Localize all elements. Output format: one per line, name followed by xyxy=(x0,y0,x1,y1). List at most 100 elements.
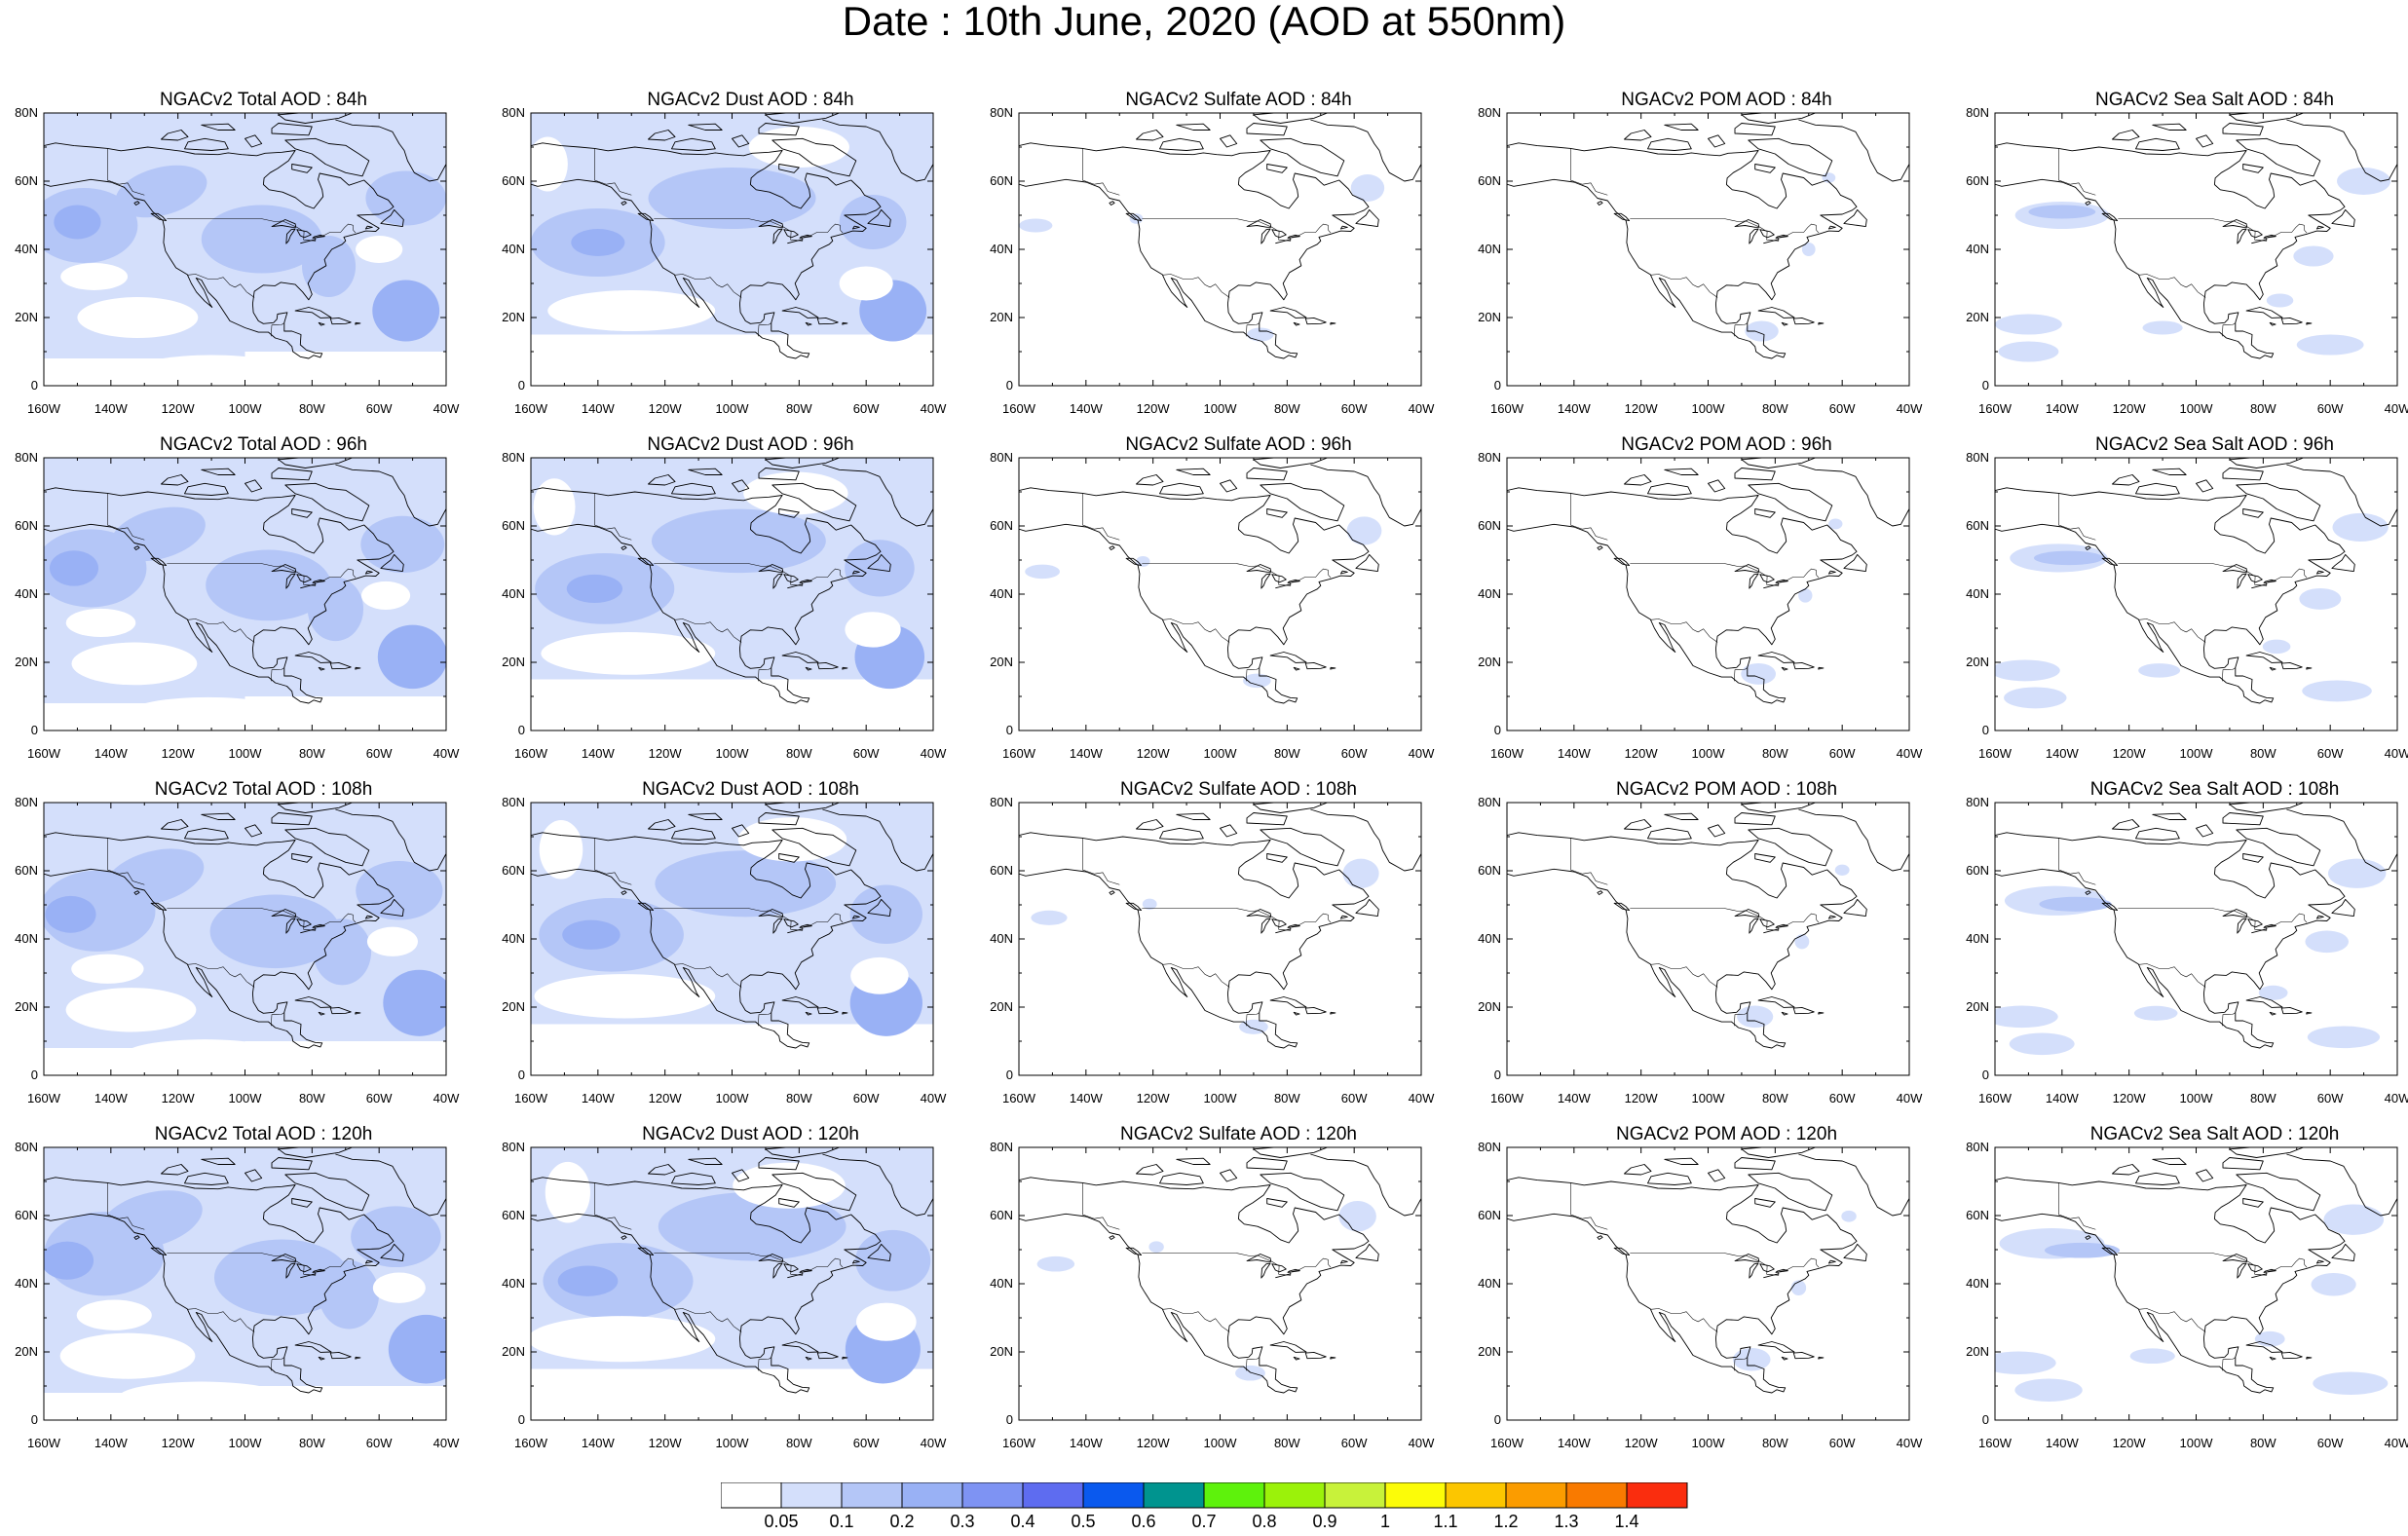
aod-blob xyxy=(2028,206,2095,219)
aod-blob xyxy=(856,1303,917,1341)
x-tick-label: 120W xyxy=(162,401,196,416)
aod-blob xyxy=(2004,687,2066,708)
panel-title: NGACv2 Sulfate AOD : 108h xyxy=(1036,779,1441,801)
x-tick-label: 160W xyxy=(514,1091,548,1105)
aod-blob xyxy=(2034,551,2104,566)
x-tick-label: 60W xyxy=(2317,1091,2344,1105)
x-tick-label: 40W xyxy=(2385,746,2408,761)
colorbar-swatch xyxy=(721,1482,781,1508)
x-tick-label: 120W xyxy=(1625,401,1659,416)
panel-title: NGACv2 Sea Salt AOD : 120h xyxy=(2013,1124,2408,1145)
aod-blob xyxy=(594,1374,782,1420)
aod-blob xyxy=(1841,1211,1856,1222)
x-tick-label: 100W xyxy=(2180,1436,2214,1450)
x-tick-label: 160W xyxy=(27,1091,61,1105)
aod-blob xyxy=(534,478,576,535)
x-tick-label: 160W xyxy=(1002,746,1036,761)
map-background xyxy=(1019,113,1421,386)
y-tick-label: 80N xyxy=(990,795,1013,809)
aod-blob xyxy=(46,896,96,933)
aod-blob xyxy=(655,850,836,917)
x-tick-label: 120W xyxy=(2113,1091,2147,1105)
y-tick-label: 40N xyxy=(1478,1276,1501,1291)
map-background xyxy=(1019,803,1421,1075)
x-tick-label: 160W xyxy=(27,1436,61,1450)
x-tick-label: 140W xyxy=(1070,1091,1104,1105)
y-tick-label: 40N xyxy=(502,242,525,256)
x-tick-label: 40W xyxy=(1409,1091,1435,1105)
aod-blob xyxy=(2134,1006,2178,1021)
aod-blob xyxy=(383,970,455,1036)
x-tick-label: 140W xyxy=(2046,746,2080,761)
x-tick-label: 100W xyxy=(1204,1436,1238,1450)
y-tick-label: 20N xyxy=(1478,999,1501,1014)
y-tick-label: 20N xyxy=(1966,655,1989,669)
map-plot-area xyxy=(993,1141,1494,1420)
colorbar-swatch xyxy=(902,1482,962,1508)
map-plot-area xyxy=(18,106,519,386)
aod-blob xyxy=(2308,1026,2380,1048)
y-tick-label: 20N xyxy=(1966,999,1989,1014)
aod-blob xyxy=(738,817,847,861)
aod-blob xyxy=(1985,1005,2057,1028)
aod-blob xyxy=(541,632,715,675)
y-tick-label: 60N xyxy=(1478,173,1501,188)
x-tick-label: 80W xyxy=(1762,1436,1788,1450)
aod-blob xyxy=(1347,516,1382,544)
y-tick-label: 40N xyxy=(15,1276,38,1291)
x-tick-label: 60W xyxy=(2317,401,2344,416)
y-tick-label: 60N xyxy=(1478,1208,1501,1222)
x-tick-label: 100W xyxy=(1692,746,1726,761)
panel-title: NGACv2 Sulfate AOD : 96h xyxy=(1036,434,1441,456)
aod-blob xyxy=(389,1315,464,1384)
colorbar-label: 0.6 xyxy=(1131,1512,1155,1531)
panel-title: NGACv2 Sulfate AOD : 84h xyxy=(1036,90,1441,111)
x-tick-label: 80W xyxy=(786,1091,812,1105)
aod-blob xyxy=(2010,1032,2075,1055)
colorbar-swatch xyxy=(1264,1482,1325,1508)
map-plot-area xyxy=(1969,451,2408,731)
y-tick-label: 60N xyxy=(990,863,1013,878)
y-tick-label: 80N xyxy=(15,450,38,465)
colorbar-label: 0.1 xyxy=(829,1512,853,1531)
x-tick-label: 140W xyxy=(1070,746,1104,761)
x-tick-label: 100W xyxy=(716,746,750,761)
x-tick-label: 40W xyxy=(433,1091,460,1105)
panel-title: NGACv2 Dust AOD : 108h xyxy=(548,779,953,801)
x-tick-label: 80W xyxy=(786,746,812,761)
colorbar-label: 0.4 xyxy=(1010,1512,1035,1531)
x-tick-label: 160W xyxy=(1490,401,1524,416)
y-tick-label: 0 xyxy=(1006,1412,1013,1427)
y-tick-label: 40N xyxy=(1966,1276,1989,1291)
y-tick-label: 0 xyxy=(31,1412,38,1427)
x-tick-label: 100W xyxy=(1204,401,1238,416)
y-tick-label: 40N xyxy=(990,242,1013,256)
x-tick-label: 160W xyxy=(514,746,548,761)
map-plot-area xyxy=(1969,796,2408,1075)
y-tick-label: 80N xyxy=(15,105,38,120)
y-tick-label: 60N xyxy=(1966,863,1989,878)
y-tick-label: 20N xyxy=(1478,1344,1501,1359)
aod-field xyxy=(40,803,456,1068)
x-tick-label: 100W xyxy=(229,746,263,761)
map-plot-area xyxy=(18,451,519,731)
colorbar-swatch xyxy=(1627,1482,1687,1508)
map-plot-area xyxy=(993,451,1494,731)
x-tick-label: 60W xyxy=(853,1436,880,1450)
y-tick-label: 0 xyxy=(1494,723,1501,737)
colorbar-swatch xyxy=(781,1482,842,1508)
x-tick-label: 120W xyxy=(2113,1436,2147,1450)
y-tick-label: 20N xyxy=(502,999,525,1014)
x-tick-label: 100W xyxy=(1692,1091,1726,1105)
x-tick-label: 40W xyxy=(1409,1436,1435,1450)
x-tick-label: 60W xyxy=(2317,1436,2344,1450)
y-tick-label: 80N xyxy=(990,450,1013,465)
x-tick-label: 40W xyxy=(1897,1436,1923,1450)
aod-blob xyxy=(360,516,444,573)
aod-blob xyxy=(365,171,446,226)
